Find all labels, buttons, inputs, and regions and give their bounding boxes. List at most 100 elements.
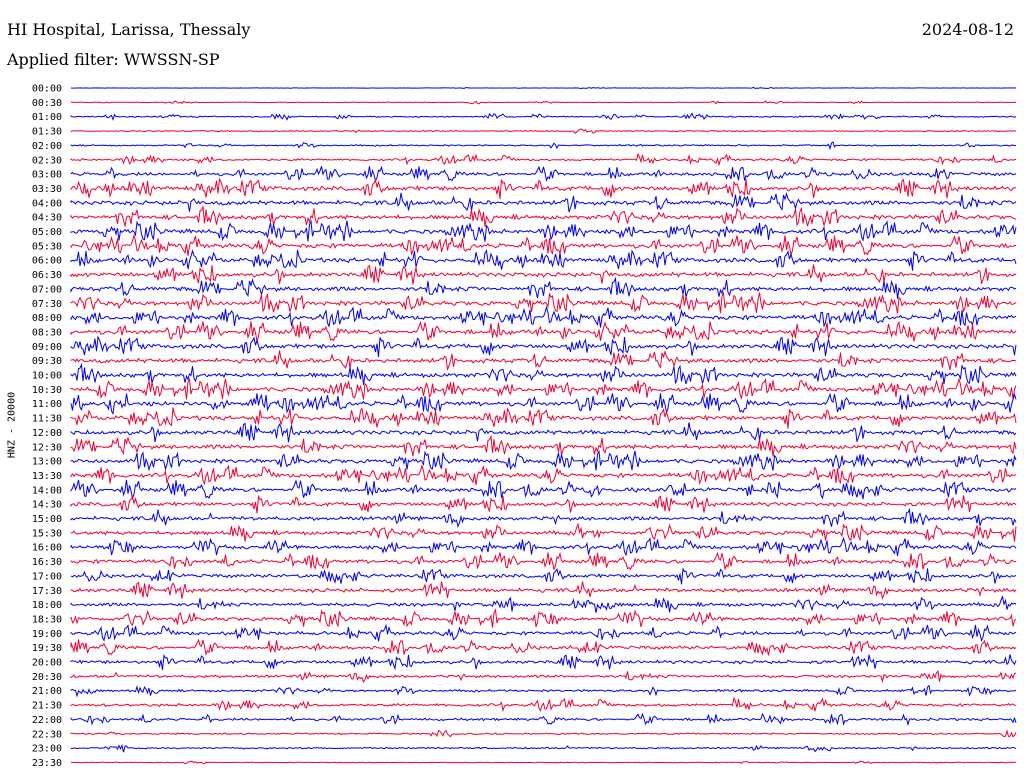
time-label: 14:00 xyxy=(32,485,62,496)
trace-row xyxy=(70,696,1017,713)
trace-row xyxy=(70,638,1017,657)
trace-row xyxy=(70,479,1017,501)
time-label: 12:00 xyxy=(32,428,62,439)
time-label: 15:30 xyxy=(32,528,62,539)
time-label: 07:30 xyxy=(32,299,62,310)
trace-row xyxy=(70,608,1017,628)
time-label: 07:00 xyxy=(32,284,62,295)
trace-row xyxy=(70,653,1017,671)
trace-row xyxy=(70,165,1017,183)
trace-row xyxy=(70,551,1017,571)
trace-row xyxy=(70,141,1016,151)
station-title: HI Hospital, Larissa, Thessaly xyxy=(7,20,251,39)
time-label: 02:30 xyxy=(32,155,62,166)
trace-row xyxy=(70,192,1017,213)
time-label: 19:00 xyxy=(32,629,62,640)
time-label: 03:30 xyxy=(32,184,62,195)
trace-row xyxy=(70,320,1017,343)
trace-row xyxy=(70,595,1017,613)
trace-row xyxy=(70,392,1017,416)
time-label: 08:00 xyxy=(32,313,62,324)
trace-row xyxy=(70,434,1017,457)
trace-row xyxy=(70,335,1017,357)
time-label: 13:00 xyxy=(32,457,62,468)
time-label: 22:00 xyxy=(32,715,62,726)
time-label: 12:30 xyxy=(32,442,62,453)
trace-row xyxy=(70,291,1017,314)
time-label: 05:00 xyxy=(32,227,62,238)
trace-row xyxy=(70,112,1017,122)
time-label: 22:30 xyxy=(32,729,62,740)
trace-row xyxy=(71,760,1016,765)
trace-row xyxy=(70,377,1017,400)
trace-row xyxy=(70,522,1017,542)
trace-row xyxy=(70,712,1017,727)
time-label: 20:00 xyxy=(32,658,62,669)
time-label: 21:00 xyxy=(32,686,62,697)
date-label: 2024-08-12 xyxy=(921,20,1014,39)
time-label: 09:00 xyxy=(32,342,62,353)
time-label: 21:30 xyxy=(32,701,62,712)
trace-row xyxy=(70,670,1017,684)
time-label: 17:30 xyxy=(32,586,62,597)
trace-row xyxy=(70,407,1017,429)
trace-row xyxy=(70,305,1017,329)
time-label: 01:30 xyxy=(32,127,62,138)
time-label: 02:00 xyxy=(32,141,62,152)
time-label: 15:00 xyxy=(32,514,62,525)
trace-row xyxy=(70,494,1017,514)
trace-row xyxy=(70,463,1017,486)
time-label: 20:30 xyxy=(32,672,62,683)
time-label: 16:00 xyxy=(32,543,62,554)
trace-row xyxy=(70,684,1017,698)
trace-row xyxy=(70,204,1017,228)
time-label: 11:30 xyxy=(32,414,62,425)
trace-row xyxy=(70,581,1017,600)
trace-row xyxy=(70,362,1017,385)
time-label: 00:30 xyxy=(32,98,62,109)
trace-row xyxy=(70,536,1017,557)
time-label: 06:00 xyxy=(32,256,62,267)
trace-row xyxy=(70,264,1017,285)
trace-row xyxy=(70,743,1017,753)
trace-row xyxy=(70,100,1017,105)
time-label: 04:00 xyxy=(32,198,62,209)
trace-row xyxy=(70,507,1017,529)
time-label: 09:30 xyxy=(32,356,62,367)
trace-row xyxy=(70,249,1017,271)
trace-row xyxy=(70,152,1017,167)
time-label: 10:00 xyxy=(32,371,62,382)
time-label: 17:00 xyxy=(32,571,62,582)
trace-row xyxy=(70,177,1017,200)
trace-row xyxy=(70,86,1017,90)
time-label: 19:30 xyxy=(32,643,62,654)
time-label: 04:30 xyxy=(32,213,62,224)
trace-row xyxy=(70,233,1017,257)
filter-label: Applied filter: WWSSN-SP xyxy=(7,50,220,69)
time-label: 14:30 xyxy=(32,500,62,511)
trace-row xyxy=(70,128,1017,135)
time-label: 05:30 xyxy=(32,241,62,252)
time-label: 01:00 xyxy=(32,112,62,123)
trace-row xyxy=(70,219,1017,242)
time-label: 10:30 xyxy=(32,385,62,396)
trace-row xyxy=(70,422,1017,443)
trace-row xyxy=(70,567,1017,585)
trace-row xyxy=(70,449,1017,472)
time-label: 08:30 xyxy=(32,327,62,338)
time-label: 00:00 xyxy=(32,84,62,95)
trace-row xyxy=(70,276,1017,299)
time-label: 18:00 xyxy=(32,600,62,611)
time-label: 13:30 xyxy=(32,471,62,482)
trace-row xyxy=(70,729,1017,738)
time-label: 06:30 xyxy=(32,270,62,281)
trace-row xyxy=(70,623,1017,642)
time-label: 16:30 xyxy=(32,557,62,568)
trace-row xyxy=(70,349,1017,371)
time-label: 11:00 xyxy=(32,399,62,410)
time-label: 23:30 xyxy=(32,758,62,769)
time-label: 03:00 xyxy=(32,170,62,181)
time-label: 18:30 xyxy=(32,614,62,625)
time-label: 23:00 xyxy=(32,744,62,755)
